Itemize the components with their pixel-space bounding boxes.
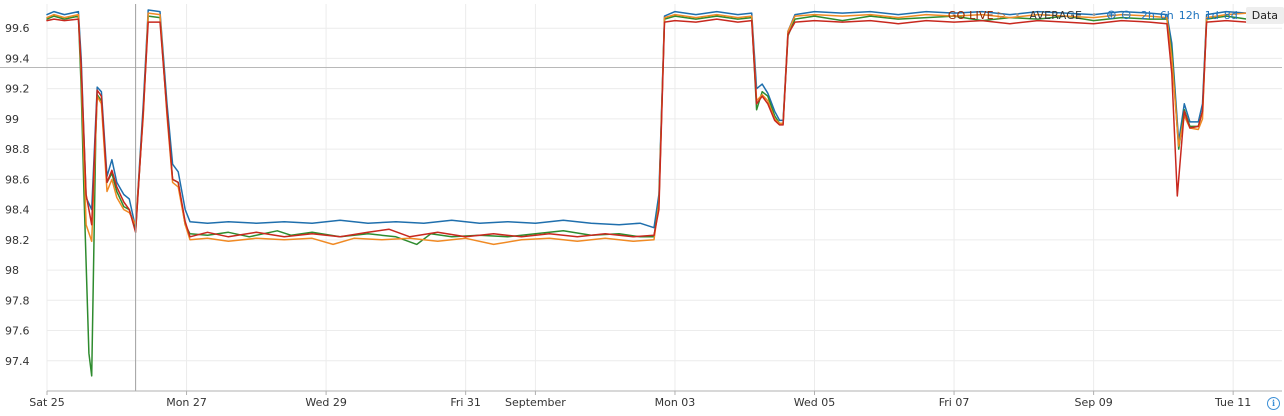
y-tick-label: 99.4	[5, 52, 30, 65]
grid	[46, 4, 1282, 391]
series-line-2[interactable]	[46, 15, 1283, 377]
x-tick-label: Wed 05	[794, 396, 835, 409]
y-tick-label: 98.6	[5, 173, 30, 186]
y-tick-label: 97.8	[5, 294, 30, 307]
zoom-in-icon[interactable]: ⊕	[1106, 7, 1117, 23]
x-tick-label: September	[505, 396, 566, 409]
zoom-out-icon[interactable]: ⊖	[1120, 7, 1132, 23]
x-axis-labels: Sat 25 Mon 27 Wed 29 Fri 31 September Mon 03 W…	[29, 396, 1251, 409]
y-tick-label: 97.4	[5, 355, 30, 368]
y-tick-label: 99	[5, 113, 19, 126]
range-12h-button[interactable]: 12h	[1178, 8, 1200, 22]
x-tick-label: Sep 09	[1074, 396, 1112, 409]
y-tick-label: 98.4	[5, 204, 30, 217]
aggregation-mode-button[interactable]: AVERAGE	[1029, 8, 1083, 22]
y-tick-label: 99.2	[5, 83, 30, 96]
series-line-1[interactable]	[46, 9, 1283, 229]
y-tick-label: 99.6	[5, 22, 30, 35]
y-axis-labels: 97.4 97.6 97.8 98 98.2 98.4 98.6 98.8 99 99.2 99.4…	[5, 22, 30, 368]
x-tick-label: Fri 07	[939, 396, 970, 409]
range-6h-button[interactable]: 6h	[1159, 8, 1174, 22]
x-axis	[46, 390, 1282, 395]
x-tick-label: Tue 11	[1214, 396, 1251, 409]
chart-toolbar: GO LIVE ▷ • AVERAGE • ⊕ ⊖ 2h 6h 12h 1d 8…	[948, 6, 1284, 24]
y-tick-label: 98.2	[5, 234, 30, 247]
x-tick-label: Sat 25	[29, 396, 65, 409]
y-tick-label: 97.6	[5, 325, 30, 338]
x-tick-label: Mon 27	[166, 396, 207, 409]
toolbar-separator: •	[1091, 9, 1098, 21]
y-tick-label: 98	[5, 264, 19, 277]
go-live-button[interactable]: GO LIVE	[947, 8, 994, 22]
info-icon[interactable]: i	[1267, 397, 1280, 410]
series-group	[46, 9, 1283, 377]
range-2h-button[interactable]: 2h	[1140, 8, 1155, 22]
x-tick-label: Wed 29	[305, 396, 346, 409]
x-tick-label: Mon 03	[655, 396, 696, 409]
y-tick-label: 98.8	[5, 143, 30, 156]
play-triangle-icon[interactable]: ▷	[997, 9, 1006, 21]
range-1d-button[interactable]: 1d	[1204, 8, 1219, 22]
data-button[interactable]: Data	[1245, 6, 1284, 24]
range-8d-button[interactable]: 8d	[1223, 8, 1238, 22]
x-tick-label: Fri 31	[450, 396, 481, 409]
toolbar-separator: •	[1014, 9, 1021, 21]
series-line-4[interactable]	[46, 18, 1283, 238]
